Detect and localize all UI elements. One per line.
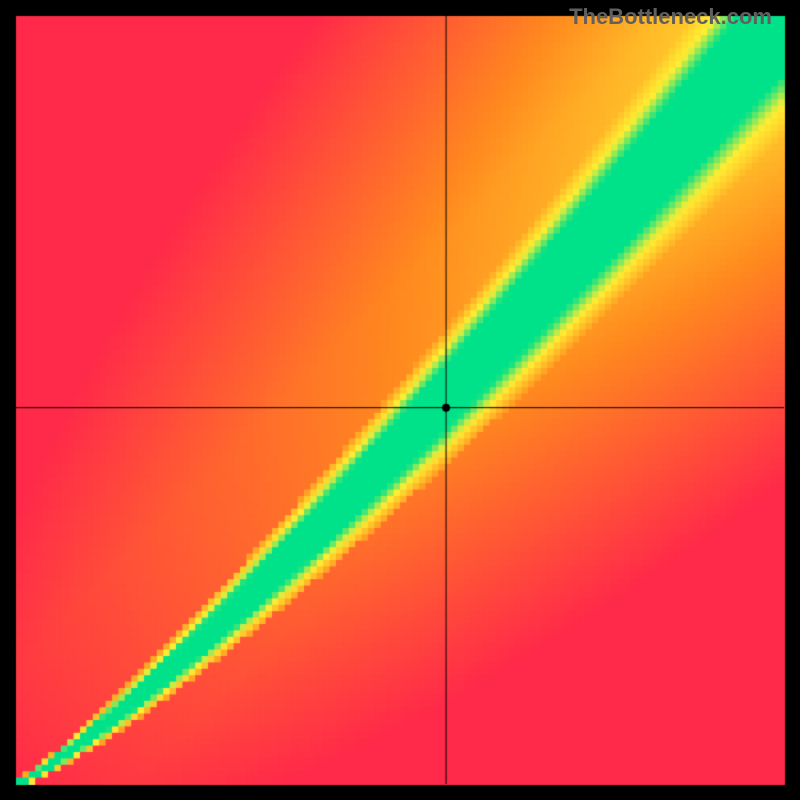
chart-root: TheBottleneck.com bbox=[0, 0, 800, 800]
bottleneck-heatmap-canvas bbox=[0, 0, 800, 800]
